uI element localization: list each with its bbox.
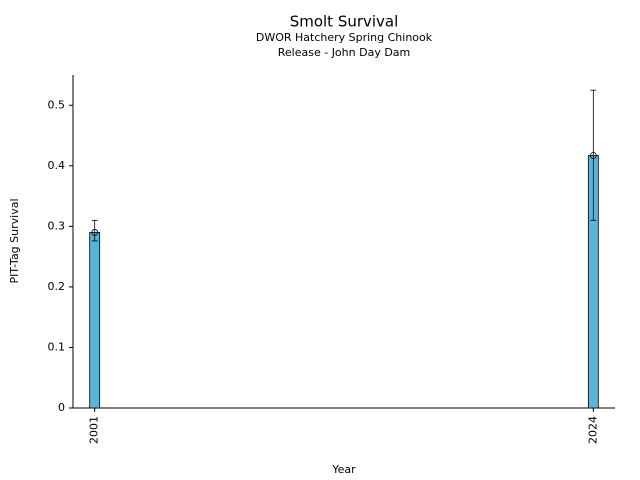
x-tick-label: 2024 — [586, 416, 599, 444]
error-bar — [590, 89, 597, 221]
error-bar — [91, 219, 98, 242]
x-axis-label: Year — [331, 463, 356, 476]
y-tick-label: 0.2 — [48, 280, 66, 293]
y-axis-label: PIT-Tag Survival — [8, 198, 21, 283]
y-tick-label: 0.5 — [48, 98, 66, 111]
chart-title: Smolt Survival — [290, 13, 399, 31]
bar — [89, 232, 101, 409]
y-tick-label: 0.1 — [48, 340, 66, 353]
chart-subtitle: Release - John Day Dam — [278, 46, 411, 59]
x-tick-label: 2001 — [88, 416, 101, 444]
y-tick-label: 0.4 — [48, 159, 66, 172]
y-tick-label: 0.3 — [48, 219, 66, 232]
chart-subtitle: DWOR Hatchery Spring Chinook — [256, 31, 433, 44]
point-marker — [91, 229, 99, 236]
y-tick-label: 0 — [58, 401, 65, 414]
point-marker — [589, 152, 597, 159]
